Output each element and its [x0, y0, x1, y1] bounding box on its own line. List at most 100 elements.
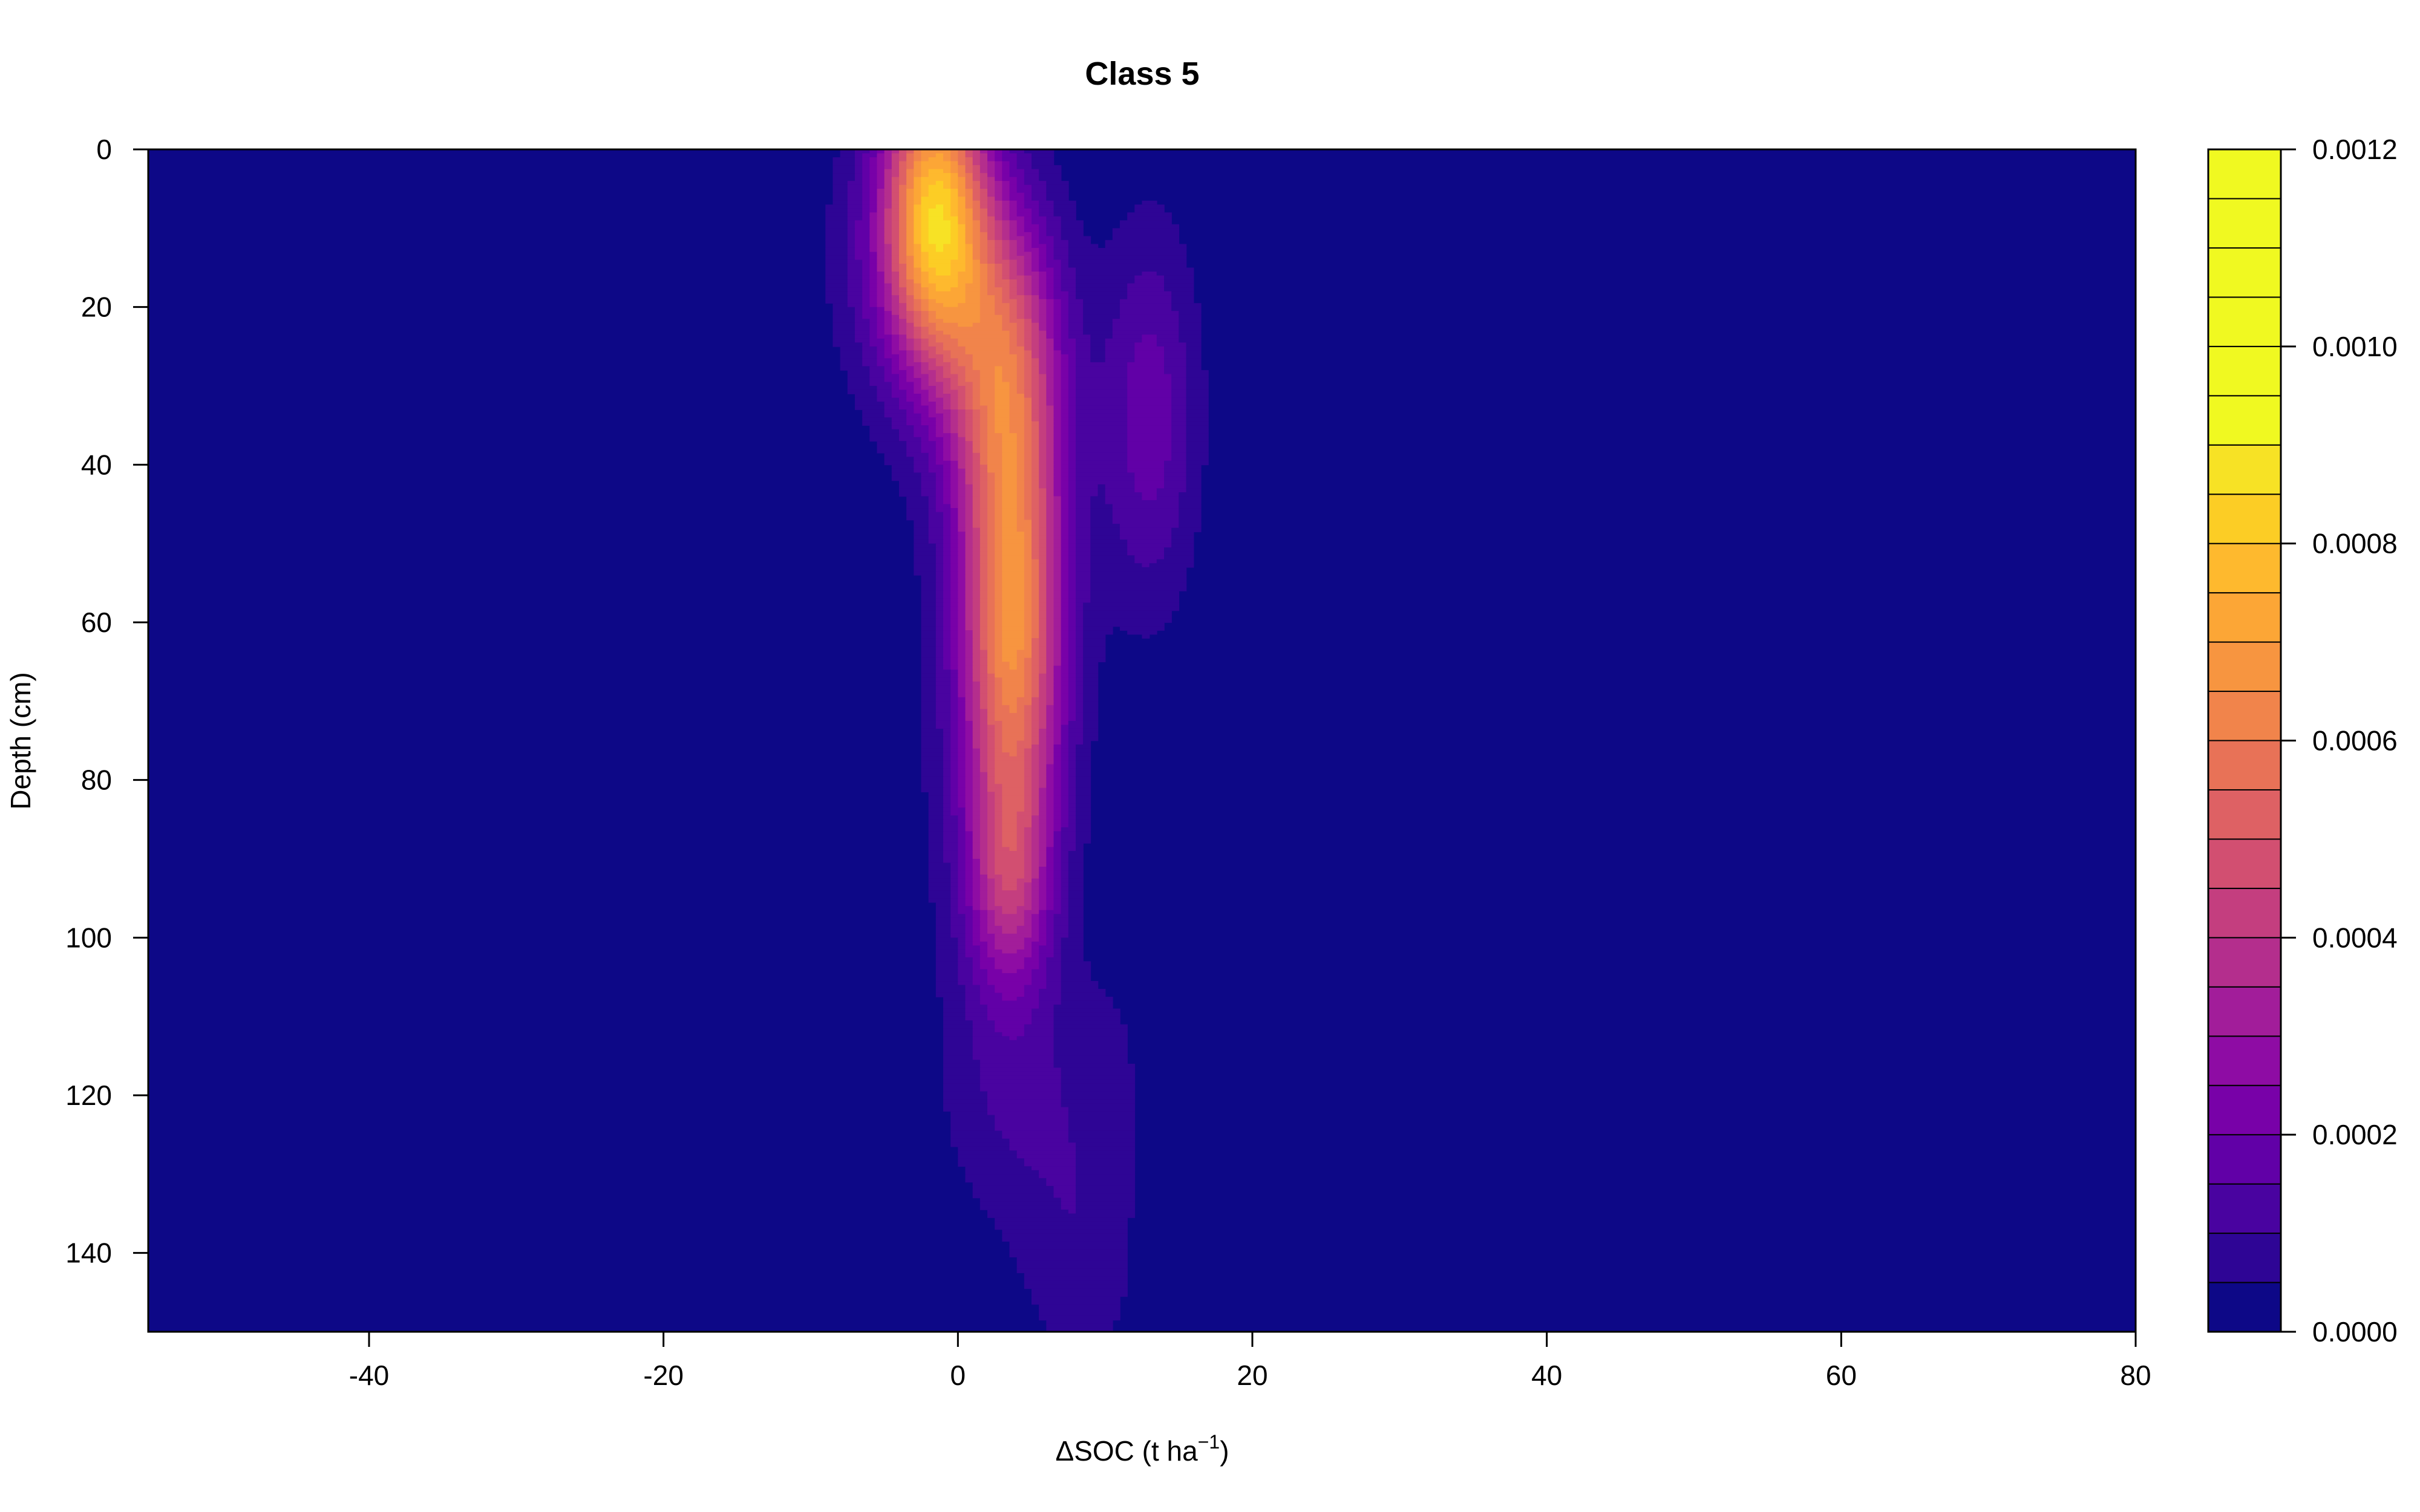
contour-cell	[921, 776, 944, 781]
contour-cell	[1046, 342, 1055, 347]
contour-cell	[987, 811, 995, 816]
contour-cell	[1046, 259, 1062, 264]
contour-cell	[832, 303, 848, 308]
contour-cell	[965, 634, 973, 639]
contour-cell	[1076, 811, 1091, 816]
contour-cell	[965, 1012, 988, 1017]
contour-cell	[832, 200, 848, 206]
contour-cell	[921, 480, 937, 485]
contour-cell	[914, 342, 922, 347]
contour-cell	[943, 1055, 973, 1061]
contour-cell	[1068, 362, 1076, 367]
contour-cell	[1068, 748, 1076, 753]
contour-cell	[943, 847, 959, 852]
contour-cell	[965, 890, 973, 895]
contour-cell	[950, 917, 966, 923]
contour-cell	[987, 441, 1003, 446]
contour-cell	[972, 590, 981, 596]
contour-cell	[1016, 283, 1025, 288]
contour-cell	[1024, 224, 1039, 229]
contour-cell	[914, 275, 922, 280]
contour-cell	[1061, 894, 1069, 899]
contour-cell	[972, 930, 981, 934]
contour-cell	[1032, 855, 1039, 859]
contour-cell	[899, 319, 907, 324]
contour-cell	[995, 161, 1003, 166]
contour-cell	[1053, 370, 1062, 375]
contour-cell	[972, 204, 981, 209]
contour-cell	[1112, 516, 1180, 521]
contour-cell	[1009, 705, 1018, 710]
contour-cell	[995, 149, 1003, 154]
contour-cell	[1039, 571, 1047, 576]
contour-cell	[1046, 878, 1055, 883]
contour-cell	[943, 1087, 981, 1092]
contour-cell	[995, 890, 1025, 895]
contour-cell	[1076, 342, 1091, 347]
contour-cell	[1002, 606, 1025, 611]
contour-cell	[1032, 842, 1039, 848]
contour-cell	[995, 670, 1025, 674]
contour-cell	[1076, 630, 1084, 635]
contour-cell	[972, 1040, 1055, 1045]
contour-cell	[987, 468, 1003, 474]
contour-cell	[869, 287, 878, 292]
contour-cell	[899, 291, 907, 296]
contour-cell	[921, 630, 937, 635]
contour-cell	[1032, 725, 1039, 729]
contour-cell	[869, 342, 885, 347]
contour-cell	[899, 157, 907, 162]
contour-cell	[1032, 784, 1039, 789]
contour-cell	[928, 382, 944, 386]
contour-cell	[1046, 303, 1055, 308]
contour-cell	[958, 512, 966, 516]
contour-cell	[1032, 429, 1039, 434]
contour-cell	[1105, 484, 1136, 489]
contour-cell	[958, 606, 966, 611]
contour-cell	[987, 508, 995, 513]
contour-cell	[1061, 425, 1069, 430]
contour-cell	[1046, 776, 1055, 781]
contour-cell	[1039, 366, 1047, 371]
contour-cell	[1046, 397, 1055, 402]
contour-cell	[1046, 705, 1055, 710]
contour-cell	[928, 539, 944, 544]
contour-cell	[1009, 204, 1018, 209]
contour-cell	[950, 452, 959, 458]
color-legend-swatch	[2208, 198, 2281, 249]
contour-cell	[972, 850, 981, 856]
contour-cell	[847, 382, 871, 386]
contour-cell	[1046, 346, 1055, 351]
contour-cell	[928, 192, 951, 197]
contour-cell	[1024, 941, 1032, 947]
contour-cell	[862, 354, 878, 359]
contour-cell	[1016, 433, 1025, 438]
contour-cell	[832, 327, 855, 331]
contour-cell	[987, 184, 995, 189]
contour-cell	[899, 303, 907, 308]
contour-cell	[1002, 681, 1025, 686]
contour-cell	[884, 287, 892, 292]
contour-cell	[1002, 992, 1025, 997]
contour-cell	[921, 252, 929, 256]
contour-cell	[906, 350, 915, 355]
contour-cell	[1046, 275, 1055, 280]
contour-cell	[935, 350, 951, 355]
contour-cell	[979, 922, 988, 927]
contour-cell	[1024, 855, 1032, 859]
contour-cell	[884, 377, 900, 383]
contour-cell	[1061, 839, 1076, 844]
contour-cell	[943, 535, 951, 540]
contour-cell	[862, 314, 878, 320]
contour-cell	[921, 772, 944, 777]
contour-cell	[1039, 334, 1047, 339]
contour-cell	[914, 571, 937, 576]
contour-cell	[1053, 689, 1062, 694]
contour-cell	[1024, 354, 1032, 359]
contour-cell	[987, 1111, 1069, 1116]
contour-cell	[891, 417, 907, 422]
contour-cell	[1032, 157, 1055, 162]
contour-cell	[1061, 1087, 1136, 1092]
contour-cell	[1039, 997, 1062, 1002]
contour-cell	[1053, 575, 1062, 580]
